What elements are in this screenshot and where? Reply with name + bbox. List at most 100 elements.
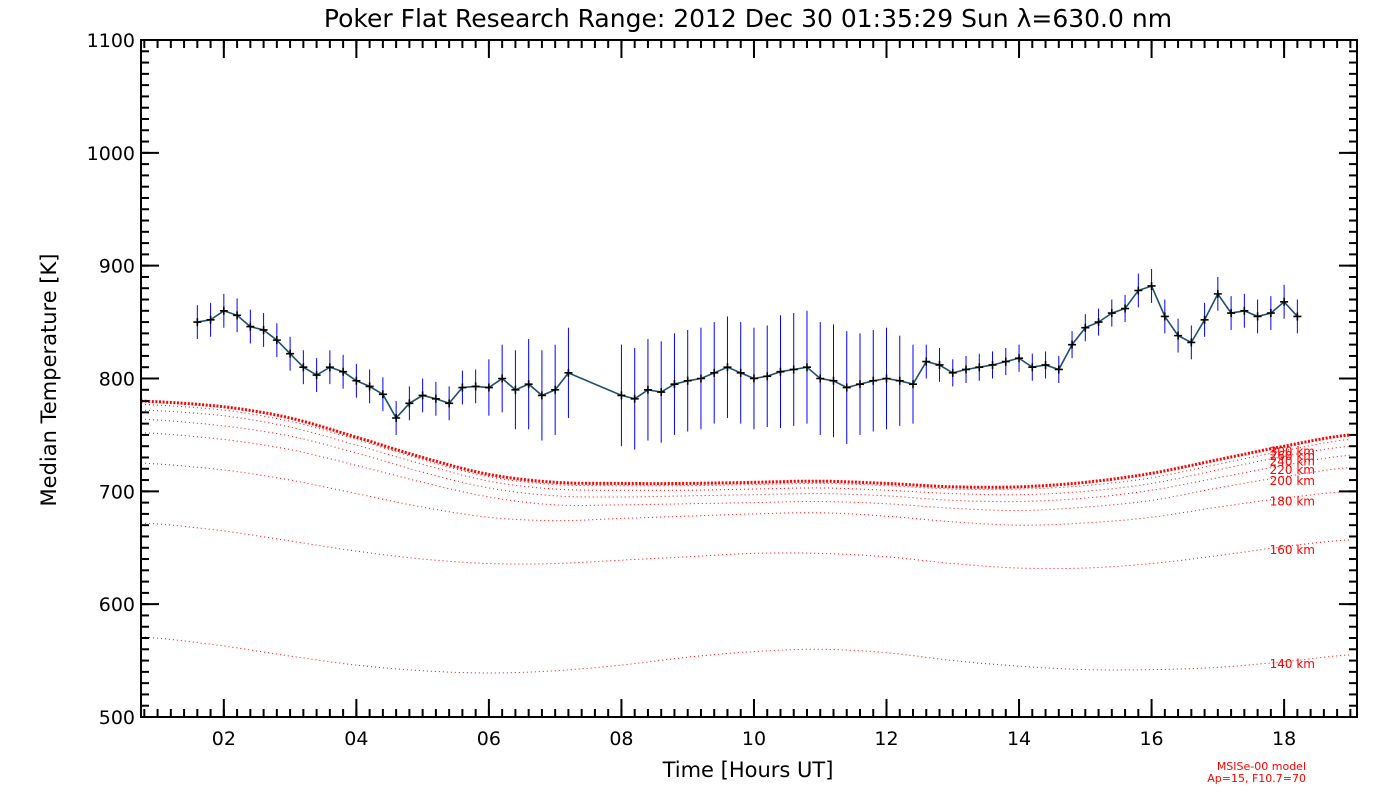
data-point [1293, 312, 1302, 321]
x-tick-label: 16 [1139, 728, 1163, 750]
data-point [272, 336, 281, 345]
data-point [1240, 306, 1249, 315]
data-point [869, 376, 878, 385]
data-point [286, 349, 295, 358]
model-label-140-km: 140 km [1270, 657, 1315, 671]
data-point [935, 360, 944, 369]
data-point [564, 368, 573, 377]
data-point [988, 360, 997, 369]
model-label-200-km: 200 km [1270, 474, 1315, 488]
data-point [378, 390, 387, 399]
data-point [458, 383, 467, 392]
y-tick-label: 700 [99, 481, 135, 503]
chart-title: Poker Flat Research Range: 2012 Dec 30 0… [324, 4, 1172, 33]
data-point [776, 367, 785, 376]
x-tick-label: 06 [477, 728, 501, 750]
data-point [749, 374, 758, 383]
data-point [630, 394, 639, 403]
data-point [1174, 331, 1183, 340]
x-axis-label: Time [Hours UT] [662, 758, 834, 782]
data-point [405, 399, 414, 408]
y-tick-label: 1000 [87, 143, 135, 165]
data-point [418, 391, 427, 400]
data-point [763, 372, 772, 381]
data-point [816, 374, 825, 383]
model-note: MSISe-00 model Ap=15, F10.7=70 [1207, 760, 1306, 785]
data-point [339, 367, 348, 376]
data-point [259, 325, 268, 334]
data-point [365, 382, 374, 391]
data-point [909, 380, 918, 389]
data-point [206, 315, 215, 324]
data-point [1160, 312, 1169, 321]
data-point [511, 385, 520, 394]
measured-series [193, 281, 1302, 422]
data-point [1200, 315, 1209, 324]
data-point [789, 365, 798, 374]
model-label-260-km: 260 km [1270, 449, 1315, 463]
data-point [1054, 365, 1063, 374]
data-point [445, 399, 454, 408]
data-point [1213, 289, 1222, 298]
y-axis-label: Median Temperature [K] [37, 254, 61, 507]
data-point [948, 368, 957, 377]
data-point [325, 363, 334, 372]
data-point [1147, 281, 1156, 290]
data-point [352, 376, 361, 385]
data-point [312, 371, 321, 380]
data-point [431, 394, 440, 403]
model-label-240-km: 240 km [1270, 455, 1315, 469]
data-point [683, 376, 692, 385]
data-point [193, 318, 202, 327]
data-point [1015, 354, 1024, 363]
data-point [1068, 340, 1077, 349]
data-point [524, 380, 533, 389]
data-point [657, 388, 666, 397]
x-tick-label: 02 [212, 728, 236, 750]
data-point [842, 383, 851, 392]
data-point [233, 311, 242, 320]
data-point [736, 368, 745, 377]
plot-frame [140, 39, 1358, 718]
data-point [1001, 357, 1010, 366]
data-point [895, 376, 904, 385]
data-point [1266, 309, 1275, 318]
data-point [484, 383, 493, 392]
x-tick-label: 18 [1272, 728, 1296, 750]
data-point [471, 382, 480, 391]
data-point [855, 380, 864, 389]
model-curve-200-km [140, 432, 1351, 511]
y-tick-label: 600 [99, 594, 135, 616]
data-point [922, 357, 931, 366]
model-label-180-km: 180 km [1270, 494, 1315, 508]
model-note-line-1: MSISe-00 model [1217, 760, 1306, 773]
data-point [617, 391, 626, 400]
data-point [219, 306, 228, 315]
model-label-300-km: 300 km [1270, 444, 1315, 458]
model-curve-300-km [140, 399, 1351, 489]
data-point [710, 368, 719, 377]
data-point [498, 374, 507, 383]
data-point [975, 363, 984, 372]
data-point [537, 391, 546, 400]
data-point [1028, 363, 1037, 372]
data-point [1107, 309, 1116, 318]
data-point [882, 374, 891, 383]
model-curve-180-km [140, 462, 1351, 526]
model-label-160-km: 160 km [1270, 543, 1315, 557]
y-tick-label: 500 [99, 707, 135, 729]
data-point [299, 363, 308, 372]
x-tick-label: 04 [344, 728, 368, 750]
data-point [1253, 312, 1262, 321]
y-tick-label: 1100 [87, 30, 135, 52]
x-tick-label: 14 [1007, 728, 1031, 750]
data-point [551, 385, 560, 394]
data-point [1227, 309, 1236, 318]
data-point [696, 374, 705, 383]
model-note-line-2: Ap=15, F10.7=70 [1207, 772, 1306, 785]
x-tick-label: 10 [742, 728, 766, 750]
data-point [643, 385, 652, 394]
error-bars [196, 269, 1298, 450]
y-tick-label: 800 [99, 369, 135, 391]
